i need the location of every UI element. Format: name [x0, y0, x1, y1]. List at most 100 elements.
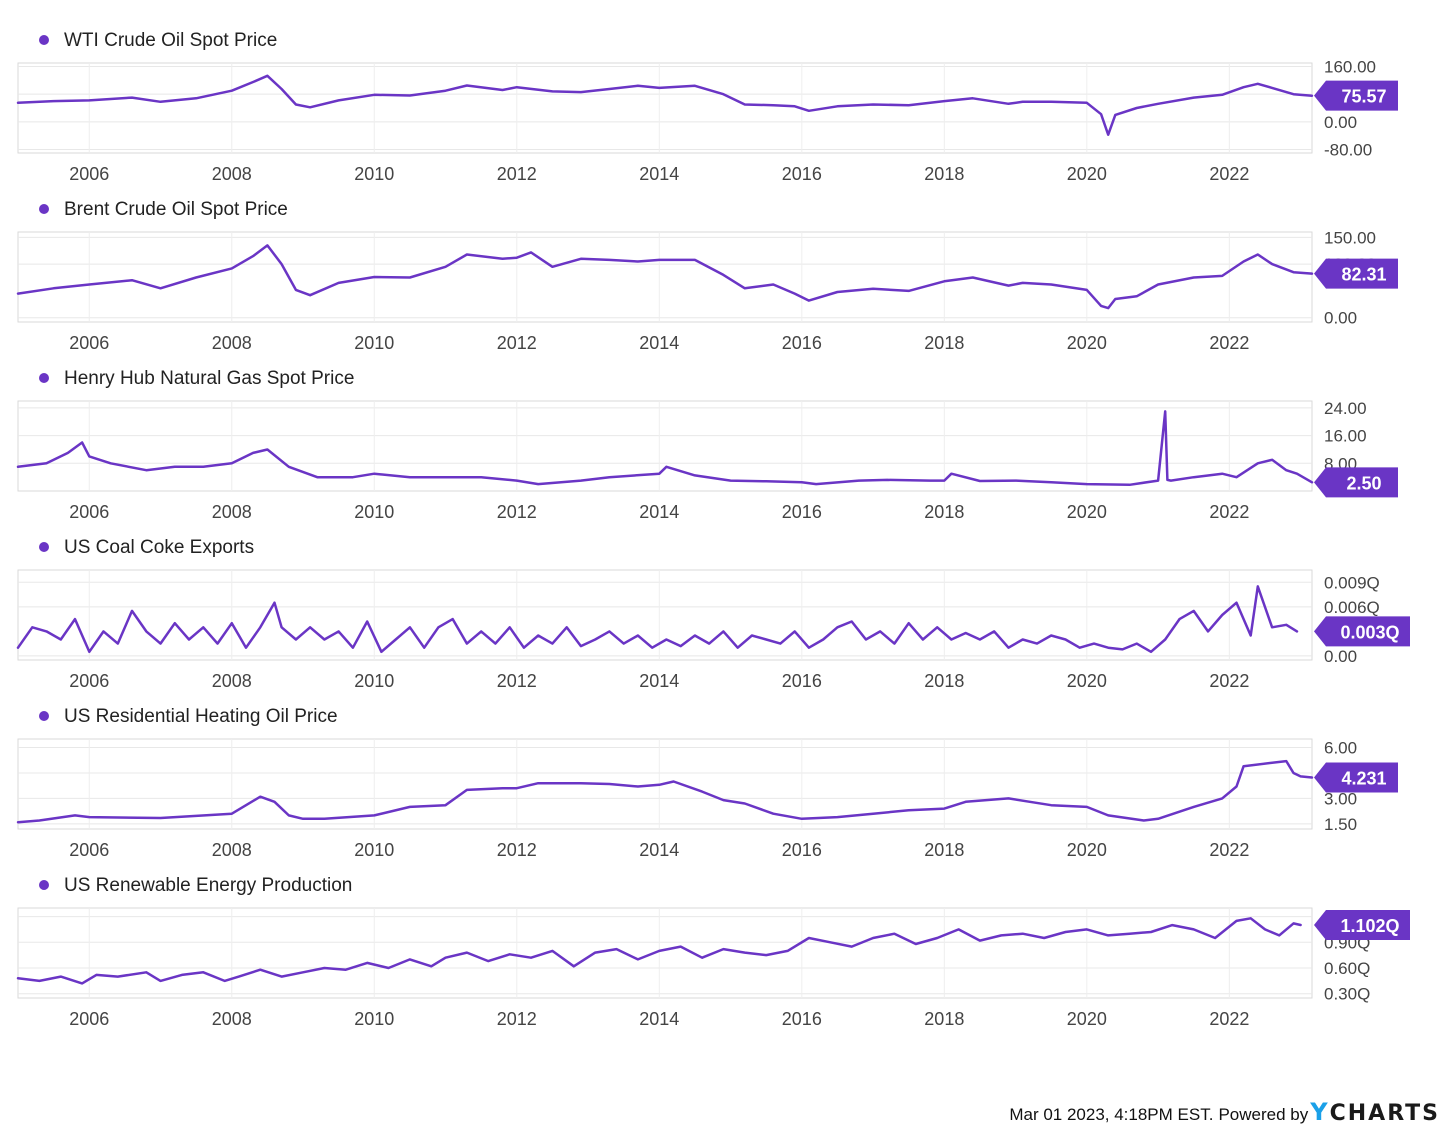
y-tick-label: 0.006Q — [1324, 598, 1380, 617]
last-value-label: 2.50 — [1346, 473, 1381, 493]
y-tick-label: 16.00 — [1324, 427, 1367, 446]
y-tick-label: 1.50 — [1324, 815, 1357, 834]
y-tick-label: 150.00 — [1324, 228, 1376, 247]
x-tick-label: 2020 — [1067, 164, 1107, 184]
x-tick-label: 2008 — [212, 502, 252, 522]
plot-frame — [17, 400, 1313, 492]
legend-marker — [39, 711, 49, 721]
legend-marker — [39, 373, 49, 383]
x-tick-label: 2018 — [924, 1009, 964, 1029]
x-tick-label: 2010 — [354, 1009, 394, 1029]
x-tick-label: 2016 — [782, 333, 822, 353]
chart-title: US Renewable Energy Production — [64, 875, 352, 896]
chart-title: Brent Crude Oil Spot Price — [64, 199, 288, 220]
footer-timestamp: Mar 01 2023, 4:18PM EST. — [1009, 1105, 1214, 1124]
x-tick-label: 2016 — [782, 840, 822, 860]
x-tick-label: 2022 — [1209, 502, 1249, 522]
y-tick-label: 0.30Q — [1324, 985, 1370, 1004]
x-tick-label: 2018 — [924, 840, 964, 860]
x-tick-label: 2012 — [497, 671, 537, 691]
last-value-label: 82.31 — [1341, 265, 1386, 285]
x-tick-label: 2014 — [639, 502, 679, 522]
y-tick-label: 0.60Q — [1324, 959, 1370, 978]
y-tick-label: 24.00 — [1324, 399, 1367, 418]
ycharts-logo-text: CHARTS — [1329, 1101, 1440, 1126]
x-tick-label: 2014 — [639, 840, 679, 860]
x-tick-label: 2018 — [924, 164, 964, 184]
chart-panel: US Renewable Energy Production1.20Q0.90Q… — [16, 875, 1410, 1029]
x-tick-label: 2006 — [69, 333, 109, 353]
x-tick-label: 2016 — [782, 671, 822, 691]
x-tick-label: 2016 — [782, 164, 822, 184]
x-tick-label: 2008 — [212, 333, 252, 353]
x-tick-label: 2020 — [1067, 1009, 1107, 1029]
x-tick-label: 2014 — [639, 164, 679, 184]
last-value-label: 0.003Q — [1340, 622, 1399, 642]
y-tick-label: 160.00 — [1324, 57, 1376, 76]
x-tick-label: 2020 — [1067, 840, 1107, 860]
legend-marker — [39, 204, 49, 214]
chart-panel: US Coal Coke Exports 0.009Q 0.006Q 0.00 2006… — [16, 537, 1410, 691]
x-tick-label: 2016 — [782, 502, 822, 522]
x-tick-label: 2022 — [1209, 164, 1249, 184]
last-value-flag — [1314, 258, 1398, 289]
last-value-label: 75.57 — [1341, 87, 1386, 107]
last-value-flag — [1314, 467, 1398, 498]
chart-panel: Brent Crude Oil Spot Price150.00100.000.… — [16, 199, 1398, 353]
x-tick-label: 2020 — [1067, 333, 1107, 353]
plot-frame — [17, 907, 1313, 999]
x-tick-label: 2010 — [354, 671, 394, 691]
chart-title: WTI Crude Oil Spot Price — [64, 30, 277, 51]
last-value-flag — [1314, 762, 1398, 793]
chart-title: US Coal Coke Exports — [64, 537, 254, 558]
x-tick-label: 2006 — [69, 840, 109, 860]
chart-title: Henry Hub Natural Gas Spot Price — [64, 368, 354, 389]
x-tick-label: 2018 — [924, 333, 964, 353]
x-tick-label: 2012 — [497, 840, 537, 860]
footer-powered-by: Powered by — [1218, 1105, 1309, 1124]
y-tick-label: 6.00 — [1324, 738, 1357, 757]
chart-title: US Residential Heating Oil Price — [64, 706, 338, 727]
y-tick-label: 0.009Q — [1324, 573, 1380, 592]
plot-frame — [17, 231, 1313, 323]
last-value-flag — [1314, 909, 1410, 940]
x-tick-label: 2008 — [212, 1009, 252, 1029]
last-value-label: 1.102Q — [1340, 916, 1399, 936]
series-line — [16, 244, 1314, 310]
series-line — [16, 410, 1314, 487]
x-tick-label: 2012 — [497, 333, 537, 353]
footer: Mar 01 2023, 4:18PM EST. Powered by YCHA… — [1009, 1098, 1440, 1126]
plot-frame — [17, 569, 1313, 661]
x-tick-label: 2010 — [354, 333, 394, 353]
x-tick-label: 2018 — [924, 671, 964, 691]
plot-frame — [17, 738, 1313, 830]
last-value-flag — [1314, 616, 1410, 647]
x-tick-label: 2010 — [354, 502, 394, 522]
ycharts-logo[interactable]: YCHARTS — [1310, 1098, 1440, 1126]
x-tick-label: 2008 — [212, 840, 252, 860]
chart-panel: WTI Crude Oil Spot Price160.0080.000.00-… — [16, 30, 1398, 184]
series-line — [16, 917, 1302, 985]
x-tick-label: 2018 — [924, 502, 964, 522]
chart-panel: Henry Hub Natural Gas Spot Price 24.00 16.… — [16, 368, 1398, 522]
x-tick-label: 2006 — [69, 1009, 109, 1029]
y-tick-label: 3.00 — [1324, 789, 1357, 808]
x-tick-label: 2016 — [782, 1009, 822, 1029]
series-line — [16, 585, 1299, 654]
legend-marker — [39, 542, 49, 552]
x-tick-label: 2014 — [639, 333, 679, 353]
x-tick-label: 2006 — [69, 164, 109, 184]
x-tick-label: 2014 — [639, 671, 679, 691]
legend-marker — [39, 35, 49, 45]
x-tick-label: 2022 — [1209, 333, 1249, 353]
series-line — [16, 74, 1314, 136]
x-tick-label: 2012 — [497, 502, 537, 522]
series-line — [16, 759, 1314, 824]
y-tick-label: 0.00 — [1324, 647, 1357, 666]
last-value-label: 4.231 — [1341, 769, 1386, 789]
x-tick-label: 2010 — [354, 840, 394, 860]
x-tick-label: 2012 — [497, 164, 537, 184]
y-tick-label: 0.00 — [1324, 309, 1357, 328]
y-tick-label: -80.00 — [1324, 141, 1372, 160]
